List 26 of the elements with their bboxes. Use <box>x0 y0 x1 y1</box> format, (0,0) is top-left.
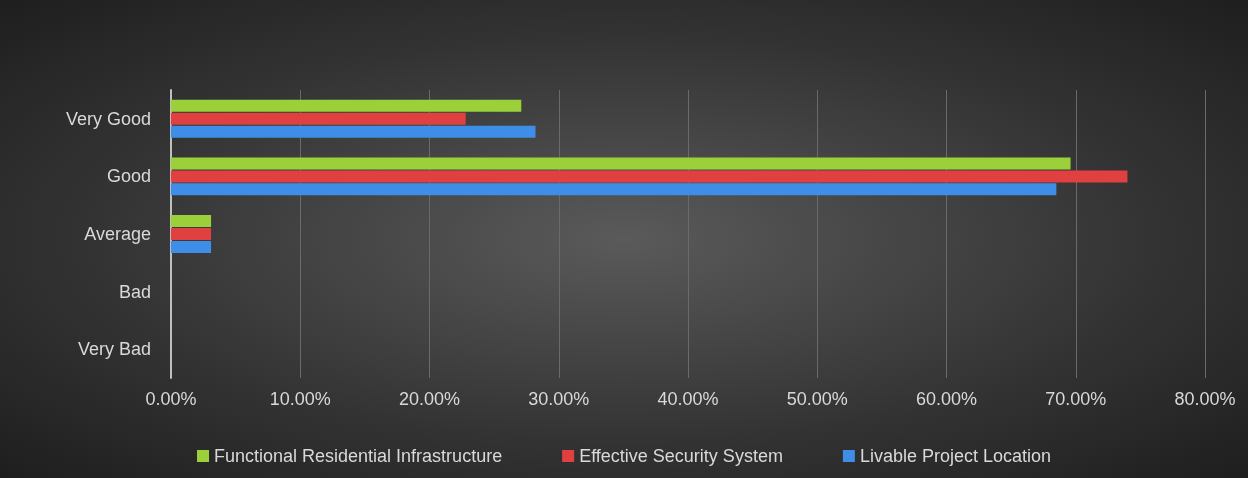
bar <box>171 170 1128 183</box>
x-tick-label: 70.00% <box>1045 389 1107 409</box>
bar <box>171 228 212 240</box>
y-tick-label: Good <box>106 166 151 187</box>
x-tick-label: 50.00% <box>786 389 848 409</box>
bar <box>171 215 212 228</box>
bar <box>171 240 212 253</box>
legend-label: Livable Project Location <box>859 446 1052 466</box>
y-tick-label: Average <box>84 224 151 244</box>
legend-label: Functional Residential Infrastructure <box>214 446 503 466</box>
y-tick-label: Very Good <box>65 108 151 129</box>
x-tick-label: 20.00% <box>398 389 461 409</box>
y-tick-label: Very Bad <box>77 339 151 360</box>
x-tick-label: 10.00% <box>269 389 331 409</box>
x-tick-label: 30.00% <box>528 389 590 409</box>
bar <box>171 125 536 138</box>
bar <box>171 183 1057 196</box>
x-tick-label: 0.00% <box>145 389 197 409</box>
y-tick-label: Bad <box>118 281 151 302</box>
bar <box>171 157 1071 170</box>
bar <box>171 99 522 112</box>
legend-label: Effective Security System <box>579 446 783 466</box>
x-tick-label: 40.00% <box>657 389 719 409</box>
bar <box>171 112 466 125</box>
x-tick-label: 60.00% <box>915 389 978 409</box>
x-tick-label: 80.00% <box>1174 389 1236 409</box>
